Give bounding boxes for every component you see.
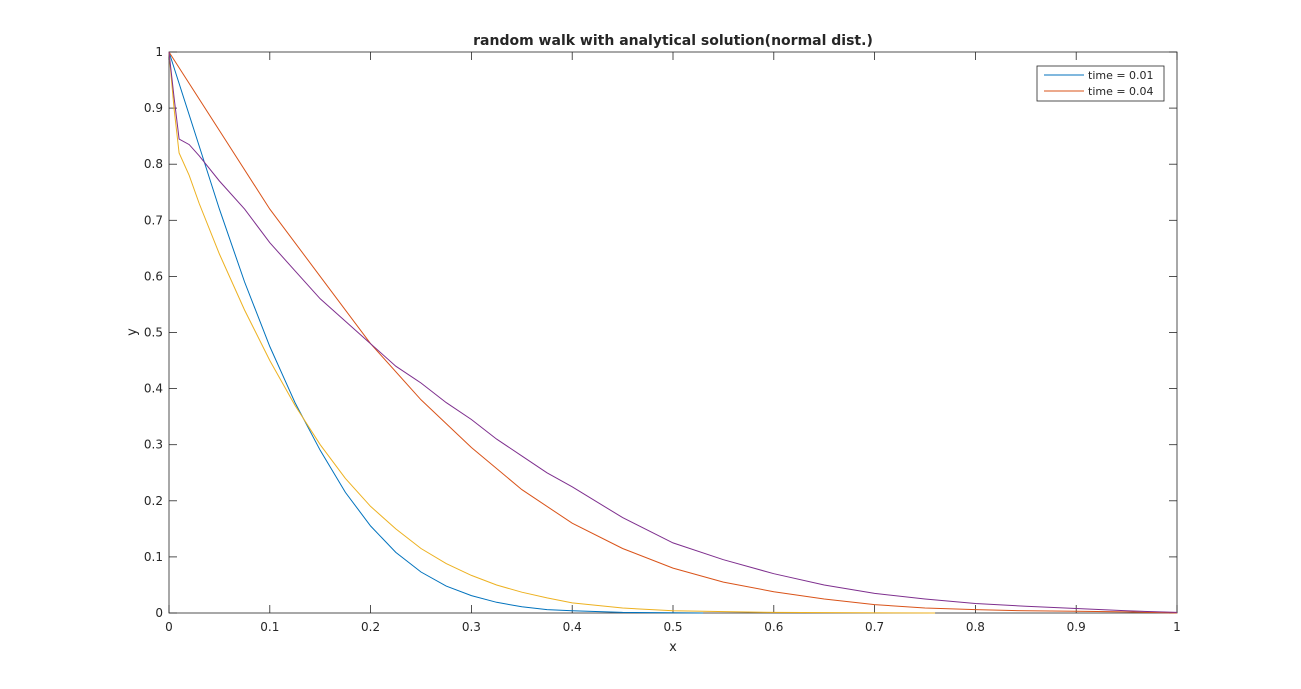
y-axis-label: y: [125, 328, 140, 336]
x-tick-label: 0.7: [865, 620, 884, 634]
y-tick-label: 0.5: [144, 326, 163, 340]
y-tick-label: 0.2: [144, 494, 163, 508]
x-tick-label: 0.5: [663, 620, 682, 634]
series-lines: [168, 51, 1178, 614]
x-tick-label: 1: [1173, 620, 1181, 634]
x-tick-label: 0.8: [966, 620, 985, 634]
x-tick-label: 0.3: [462, 620, 481, 634]
chart-title: random walk with analytical solution(nor…: [473, 33, 873, 49]
y-tick-label: 1: [155, 45, 163, 59]
x-tick-label: 0.2: [361, 620, 380, 634]
x-tick-label: 0.6: [764, 620, 783, 634]
y-tick-label: 0.7: [144, 213, 163, 227]
legend-label: time = 0.01: [1088, 69, 1154, 82]
y-tick-label: 0.9: [144, 101, 163, 115]
y-tick-label: 0: [155, 606, 163, 620]
x-axis: 0 0.1 0.2 0.3 0.4 0.5 0.6 0.7 0.8 0.9 1: [165, 52, 1181, 634]
plot-area: [168, 51, 1178, 614]
x-tick-label: 0.1: [260, 620, 279, 634]
series-line-1: [168, 51, 1178, 614]
legend-box: [1036, 65, 1165, 102]
x-tick-label: 0.9: [1067, 620, 1086, 634]
y-tick-label: 0.4: [144, 382, 163, 396]
legend: time = 0.01 time = 0.04: [1036, 65, 1165, 102]
series-line-2: [168, 51, 936, 614]
series-line-0: [168, 51, 704, 614]
y-axis: 0 0.1 0.2 0.3 0.4 0.5 0.6 0.7 0.8 0.9 1: [144, 45, 1177, 620]
y-tick-label: 0.8: [144, 157, 163, 171]
y-tick-label: 0.3: [144, 438, 163, 452]
x-tick-label: 0.4: [563, 620, 582, 634]
legend-label: time = 0.04: [1088, 85, 1154, 98]
y-tick-label: 0.1: [144, 550, 163, 564]
series-line-3: [168, 51, 1178, 613]
x-tick-label: 0: [165, 620, 173, 634]
y-tick-label: 0.6: [144, 269, 163, 283]
x-axis-label: x: [669, 640, 677, 655]
